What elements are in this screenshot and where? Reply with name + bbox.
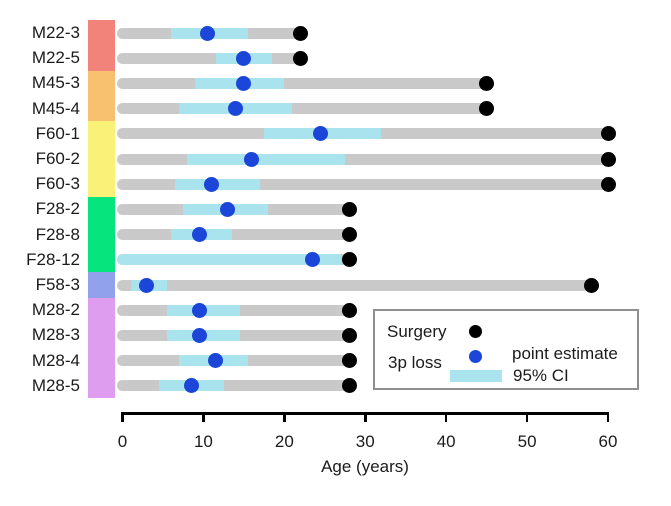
row-label: F58-3 [35,275,80,294]
surgery-dot [479,75,495,91]
axis-tick [364,412,367,422]
group-band-f28 [88,196,115,273]
legend-ci-label: 95% CI [513,366,569,385]
age-bar [116,229,357,241]
row-label: F60-3 [35,174,80,194]
legend-point-estimate-label: point estimate [512,344,618,363]
legend-ci-swatch-icon [450,370,502,382]
row-label: M45-4 [31,98,80,118]
age-bar [116,279,599,291]
ci-95-segment [116,254,341,266]
axis-tick-label: 30 [355,432,375,451]
surgery-dot [341,353,357,369]
point-estimate-dot [236,75,252,91]
row-label: M45-3 [31,73,80,93]
age-bar [116,380,357,392]
surgery-dot [600,151,616,167]
axis-tick [121,412,124,422]
surgery-dot [341,252,357,268]
age-bar [116,153,615,165]
group-band-m28 [88,297,115,399]
surgery-dot [479,101,495,117]
axis-tick [283,412,286,422]
surgery-dot [341,201,357,217]
age-bar [116,254,357,266]
point-estimate-dot [183,378,199,394]
surgery-dot [341,227,357,243]
axis-tick-label: 40 [436,432,456,451]
point-estimate-dot [236,50,252,66]
point-estimate-dot [228,101,244,117]
legend: Surgery 3p loss point estimate 95% CI [373,309,639,390]
axis-tick [202,412,205,422]
group-band-f58 [88,272,115,298]
surgery-dot [584,277,600,293]
axis-tick-label: 20 [274,432,294,451]
surgery-dot [600,126,616,142]
x-axis-title: Age (years) [321,457,409,476]
surgery-dot [293,25,309,41]
point-estimate-dot [244,151,260,167]
age-bar [116,77,494,89]
age-bar [116,329,357,341]
row-label: M28-3 [31,325,80,345]
axis-tick-label: 0 [117,432,128,451]
legend-surgery-dot-icon [469,325,482,338]
group-band-f60 [88,121,115,197]
surgery-dot [341,327,357,343]
point-estimate-dot [313,126,329,142]
point-estimate-dot [220,201,236,217]
point-estimate-dot [204,176,219,192]
point-estimate-dot [208,353,224,369]
age-bar [116,103,494,115]
row-label: F60-1 [35,123,80,143]
age-bar [116,128,615,140]
legend-point-estimate-dot-icon [469,350,482,363]
legend-3p-loss-label: 3p loss [388,353,442,372]
surgery-dot [600,176,616,192]
legend-surgery-label: Surgery [387,322,447,341]
group-band-m45 [88,70,115,122]
age-bar [116,178,615,190]
row-label: M22-5 [31,48,80,68]
point-estimate-dot [191,302,207,318]
surgery-dot [341,302,357,318]
row-label: M28-5 [31,375,80,395]
axis-tick-label: 60 [598,432,618,451]
age-bar [116,52,308,64]
row-label: F28-8 [35,224,80,244]
axis-tick-label: 10 [193,432,213,451]
age-bar [116,355,357,367]
row-label: F60-2 [35,149,80,168]
age-bar [116,203,357,215]
point-estimate-dot [199,25,215,41]
group-band-m22 [88,20,115,71]
row-label: F28-2 [35,199,80,219]
point-estimate-dot [191,327,207,343]
row-label: M22-3 [31,23,80,42]
point-estimate-dot [305,252,321,268]
axis-tick-label: 50 [517,432,537,451]
axis-tick [525,412,529,422]
row-label: M28-4 [31,350,80,370]
surgery-dot [293,50,309,66]
surgery-dot [341,378,357,394]
row-label: M28-2 [31,300,80,320]
point-estimate-dot [191,227,207,243]
axis-tick [444,412,448,422]
point-estimate-dot [139,277,155,293]
ci-95-segment [187,153,345,165]
age-bar [116,304,357,316]
row-label: F28-12 [26,249,80,269]
axis-tick [606,412,610,422]
